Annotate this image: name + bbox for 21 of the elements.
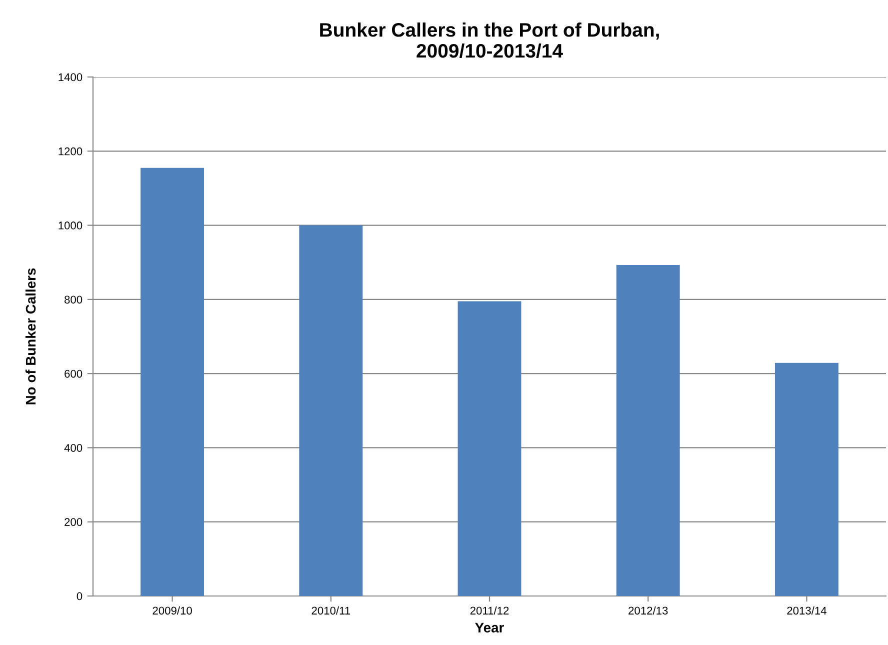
bar bbox=[458, 301, 522, 596]
x-axis-title: Year bbox=[475, 622, 504, 633]
bar bbox=[616, 264, 680, 596]
bar bbox=[299, 225, 363, 596]
y-tick-label: 400 bbox=[64, 444, 82, 452]
y-tick-label: 1000 bbox=[58, 222, 82, 230]
chart-title: Bunker Callers in the Port of Durban, 2009/10-2013/14 bbox=[320, 22, 659, 58]
x-tick-label: 2009/10 bbox=[152, 606, 192, 615]
bar bbox=[140, 168, 204, 596]
bar bbox=[774, 362, 838, 596]
y-tick-label: 0 bbox=[76, 592, 82, 600]
y-axis-title: No of Bunker Callers bbox=[25, 268, 36, 404]
x-tick-label: 2011/12 bbox=[470, 606, 509, 615]
y-tick-label: 200 bbox=[64, 518, 82, 526]
y-tick-label: 600 bbox=[64, 370, 82, 378]
y-tick-label: 800 bbox=[64, 296, 82, 304]
y-tick-label: 1200 bbox=[58, 147, 82, 156]
y-tick-label: 1400 bbox=[58, 73, 82, 82]
x-tick-label: 2010/11 bbox=[312, 606, 350, 615]
x-tick-label: 2012/13 bbox=[628, 606, 668, 615]
x-tick-label: 2013/14 bbox=[787, 606, 826, 615]
